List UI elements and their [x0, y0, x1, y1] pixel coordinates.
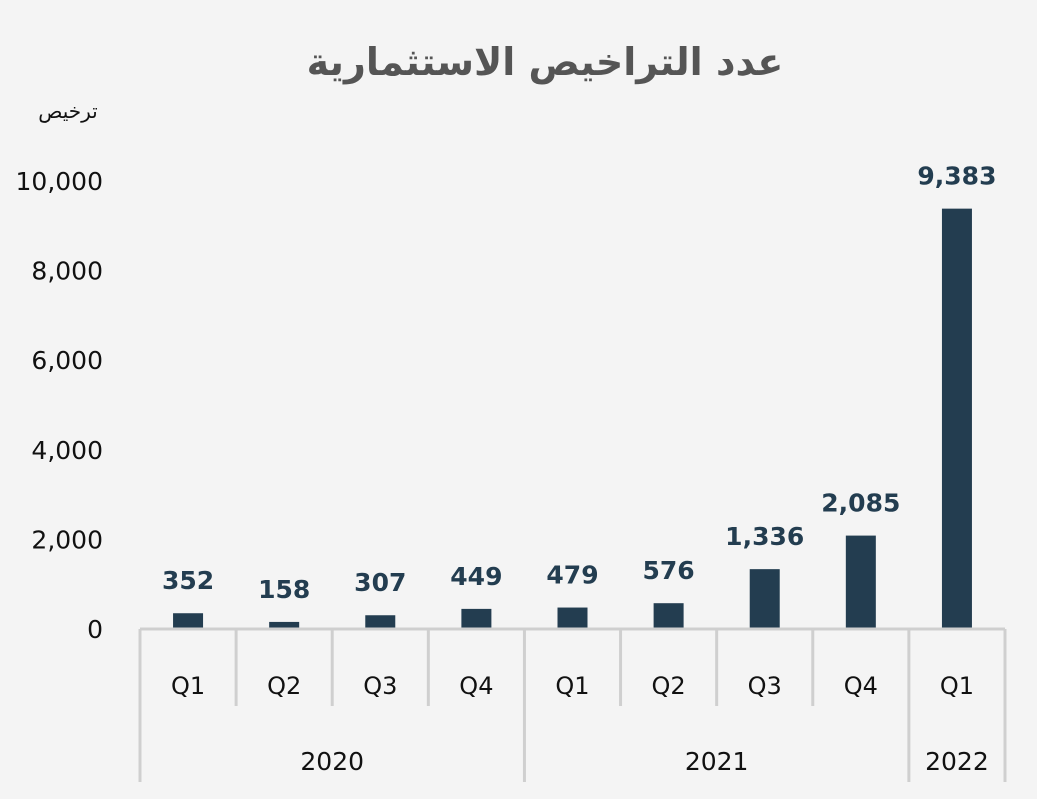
- quarter-label: Q3: [363, 672, 397, 700]
- bar: [941, 208, 972, 629]
- data-label: 2,085: [821, 489, 900, 518]
- x-axis-quarter-labels: Q1 Q2 Q3 Q4 Q1 Q2 Q3 Q4 Q1: [171, 672, 974, 700]
- data-label: 9,383: [917, 162, 996, 191]
- y-tick-label: 8,000: [31, 257, 103, 286]
- chart-title: عدد التراخيص الاستثمارية: [307, 40, 784, 84]
- bar: [365, 615, 396, 629]
- bar: [173, 613, 204, 629]
- quarter-label: Q1: [171, 672, 205, 700]
- year-label: 2020: [300, 747, 364, 776]
- bar: [557, 607, 588, 629]
- bar: [653, 603, 684, 629]
- quarter-label: Q4: [459, 672, 493, 700]
- y-tick-label: 6,000: [31, 346, 103, 375]
- data-label: 449: [450, 562, 502, 591]
- y-tick-label: 2,000: [31, 525, 103, 554]
- data-label: 1,336: [725, 522, 804, 551]
- data-label: 352: [162, 566, 214, 595]
- quarter-label: Q4: [844, 672, 878, 700]
- x-axis-year-labels: 2020 2021 2022: [300, 747, 988, 776]
- year-label: 2021: [685, 747, 749, 776]
- bar: [269, 621, 300, 629]
- quarter-label: Q2: [267, 672, 301, 700]
- data-labels: 352 158 307 449 479 576 1,336 2,085 9,383: [162, 162, 997, 604]
- data-label: 307: [354, 568, 406, 597]
- quarter-label: Q2: [652, 672, 686, 700]
- bar: [461, 608, 492, 629]
- x-axis: [138, 627, 1007, 782]
- data-label: 576: [643, 556, 695, 585]
- bars: [173, 208, 972, 629]
- y-tick-label: 0: [87, 615, 103, 644]
- y-axis-ticks: 0 2,000 4,000 6,000 8,000 10,000: [16, 167, 103, 644]
- bar: [749, 569, 780, 629]
- bar: [845, 535, 876, 629]
- quarter-label: Q1: [940, 672, 974, 700]
- data-label: 158: [258, 575, 310, 604]
- y-axis-unit-label: ترخيص: [38, 99, 98, 123]
- data-label: 479: [546, 561, 598, 590]
- quarter-label: Q3: [748, 672, 782, 700]
- quarter-label: Q1: [555, 672, 589, 700]
- y-tick-label: 4,000: [31, 436, 103, 465]
- year-label: 2022: [925, 747, 989, 776]
- y-tick-label: 10,000: [16, 167, 103, 196]
